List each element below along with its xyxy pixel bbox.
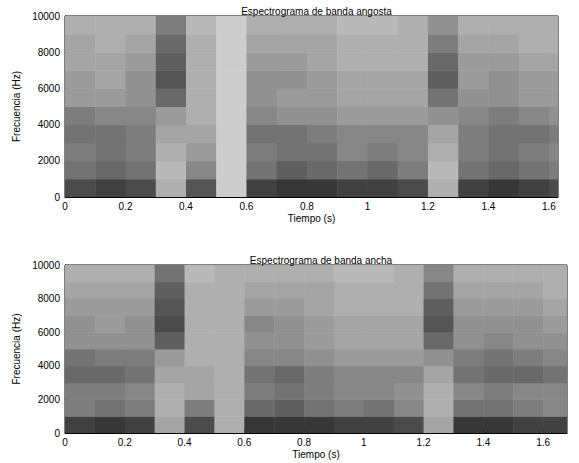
svg-text:4000: 4000: [38, 119, 61, 130]
svg-text:Frecuencia (Hz): Frecuencia (Hz): [11, 71, 22, 142]
svg-text:Espectrograma de banda ancha: Espectrograma de banda ancha: [250, 255, 393, 266]
svg-text:0: 0: [54, 192, 60, 203]
svg-text:0.4: 0.4: [179, 201, 193, 212]
svg-text:1.2: 1.2: [421, 201, 435, 212]
svg-text:8000: 8000: [38, 293, 61, 304]
svg-text:1.2: 1.2: [417, 437, 431, 448]
svg-text:0.6: 0.6: [237, 437, 251, 448]
svg-text:Espectrograma de banda angosta: Espectrograma de banda angosta: [241, 6, 392, 17]
svg-text:0.4: 0.4: [178, 437, 192, 448]
svg-text:0.8: 0.8: [300, 201, 314, 212]
svg-text:0: 0: [62, 201, 68, 212]
svg-text:8000: 8000: [38, 47, 61, 58]
svg-text:0.6: 0.6: [240, 201, 254, 212]
svg-text:1: 1: [361, 437, 367, 448]
svg-text:4000: 4000: [38, 360, 61, 371]
svg-text:0: 0: [62, 437, 68, 448]
svg-text:1.4: 1.4: [481, 201, 495, 212]
svg-text:2000: 2000: [38, 155, 61, 166]
svg-text:Tiempo (s): Tiempo (s): [292, 449, 339, 460]
svg-text:Frecuencia (Hz): Frecuencia (Hz): [11, 313, 22, 384]
svg-text:10000: 10000: [32, 260, 60, 271]
svg-text:0.2: 0.2: [119, 201, 133, 212]
svg-text:10000: 10000: [32, 11, 60, 22]
svg-text:1.6: 1.6: [542, 201, 556, 212]
svg-text:6000: 6000: [38, 83, 61, 94]
svg-text:0: 0: [54, 428, 60, 439]
svg-text:1.6: 1.6: [536, 437, 550, 448]
svg-text:2000: 2000: [38, 394, 61, 405]
svg-text:0.8: 0.8: [297, 437, 311, 448]
svg-text:6000: 6000: [38, 327, 61, 338]
svg-text:1: 1: [365, 201, 371, 212]
svg-text:Tiempo (s): Tiempo (s): [288, 213, 335, 224]
svg-text:0.2: 0.2: [118, 437, 132, 448]
svg-text:1.4: 1.4: [476, 437, 490, 448]
